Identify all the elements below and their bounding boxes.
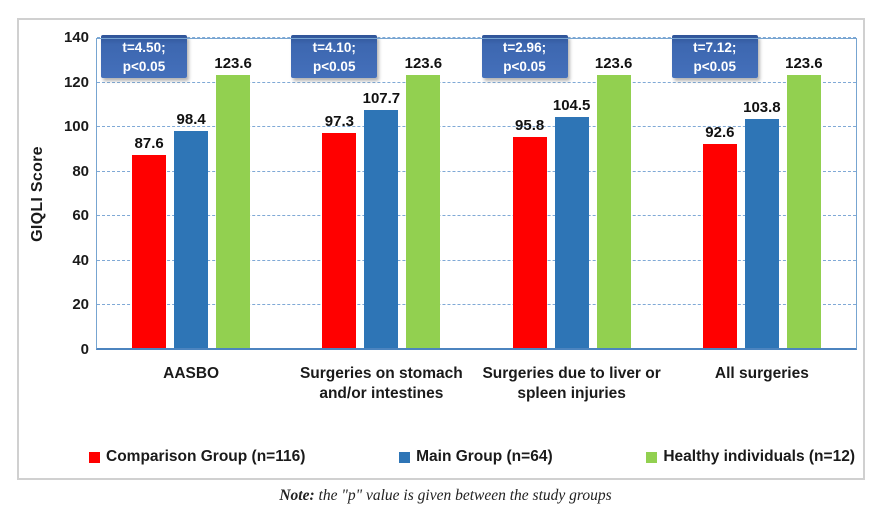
bar-wrapper: 95.8 <box>512 117 547 350</box>
bar-wrapper: 92.6 <box>702 124 737 350</box>
footnote-prefix: Note: <box>279 487 315 504</box>
bar-value-label: 107.7 <box>362 90 401 107</box>
bar <box>554 117 589 350</box>
bar-wrapper: 87.6 <box>132 135 167 350</box>
bar <box>322 133 357 350</box>
annotation-p-value: p<0.05 <box>503 58 546 74</box>
annotation-p-value: p<0.05 <box>313 58 356 74</box>
y-tick-label: 100 <box>63 118 89 136</box>
category-label: All surgeries <box>714 365 809 382</box>
gridline <box>97 37 856 38</box>
bars-cluster: 87.6 98.4 123.6 <box>96 55 286 350</box>
gridline <box>97 81 856 83</box>
legend: Comparison Group (n=116) Main Group (n=64… <box>89 448 855 466</box>
annotation-t-value: t=7.12; <box>693 39 737 55</box>
category-label: AASBO <box>163 365 220 382</box>
gridline <box>97 304 856 306</box>
legend-swatch <box>399 451 411 463</box>
bar-wrapper: 103.8 <box>743 99 781 350</box>
footnote-text: the "p" value is given between the study… <box>314 487 612 504</box>
bar <box>216 75 251 350</box>
bar <box>596 75 631 350</box>
bar-value-label: 97.3 <box>324 113 354 130</box>
y-tick-label: 120 <box>63 73 89 91</box>
annotation-box: t=2.96; p<0.05 <box>481 35 568 78</box>
bar-value-label: 95.8 <box>515 117 545 134</box>
category-group: t=2.96; p<0.05 95.8 104.5 123.6 <box>477 35 667 350</box>
plot-area: t=4.50; p<0.05 87.6 98.4 123.6 t=4.10; p<0.05 9… <box>96 35 857 350</box>
bar-wrapper: 123.6 <box>785 55 823 350</box>
y-tick-label: 80 <box>72 162 89 180</box>
category-label-cell: Surgeries due to liver or spleen injurie… <box>477 364 667 404</box>
category-labels: AASBO Surgeries on stomach and/or intesti… <box>96 364 857 404</box>
bar <box>512 137 547 350</box>
category-label-cell: Surgeries on stomach and/or intestines <box>286 364 476 404</box>
y-tick-label: 0 <box>80 341 89 358</box>
y-tick-label: 140 <box>63 29 89 46</box>
bar-wrapper: 104.5 <box>553 97 590 350</box>
bar-wrapper: 107.7 <box>363 90 400 350</box>
bar-value-label: 98.4 <box>176 111 206 128</box>
bar-value-label: 123.6 <box>214 55 252 72</box>
category-label-cell: All surgeries <box>667 364 857 404</box>
bars-cluster: 97.3 107.7 123.6 <box>286 55 476 350</box>
bar <box>132 155 167 350</box>
y-axis-ticks: 0 20 40 60 80 100 120 140 <box>45 29 89 358</box>
bar <box>174 131 209 350</box>
y-tick-label: 60 <box>72 207 89 225</box>
category-group: t=4.50; p<0.05 87.6 98.4 123.6 <box>96 35 286 350</box>
legend-label: Comparison Group (n=116) <box>106 448 306 465</box>
bar-value-label: 123.6 <box>404 55 443 72</box>
annotation-box: t=4.50; p<0.05 <box>101 35 187 78</box>
annotation-p-value: p<0.05 <box>122 58 166 74</box>
annotation-p-value: p<0.05 <box>693 58 736 74</box>
gridline <box>97 215 856 217</box>
legend-label: Healthy individuals (n=12) <box>663 448 855 465</box>
bar-wrapper: 123.6 <box>405 55 442 350</box>
legend-label: Main Group (n=64) <box>416 448 553 465</box>
footnote: Note: the "p" value is given between the… <box>0 487 891 505</box>
gridlines <box>96 37 857 350</box>
bar-value-label: 103.8 <box>743 99 781 116</box>
legend-item: Healthy individuals (n=12) <box>646 448 855 466</box>
bar-value-label: 87.6 <box>134 135 164 152</box>
bar-value-label: 92.6 <box>705 124 735 141</box>
category-label: Surgeries on stomach and/or intestines <box>299 365 463 402</box>
y-tick-label: 20 <box>72 296 89 314</box>
category-group: t=4.10; p<0.05 97.3 107.7 123.6 <box>286 35 476 350</box>
bar <box>406 75 441 350</box>
bar-value-label: 123.6 <box>594 55 633 72</box>
bar-wrapper: 98.4 <box>174 111 209 350</box>
bars-cluster: 95.8 104.5 123.6 <box>477 55 667 350</box>
legend-swatch <box>646 451 658 463</box>
bars-cluster: 92.6 103.8 123.6 <box>667 55 857 350</box>
bar <box>702 144 737 350</box>
legend-swatch <box>89 451 100 463</box>
category-label: Surgeries due to liver or spleen injurie… <box>482 365 661 402</box>
bar-wrapper: 123.6 <box>214 55 252 350</box>
bar-value-label: 104.5 <box>552 97 591 114</box>
bar-wrapper: 123.6 <box>595 55 632 350</box>
bar-wrapper: 97.3 <box>322 113 357 350</box>
gridline <box>97 259 856 261</box>
bar <box>364 110 399 350</box>
bar <box>786 75 821 350</box>
category-group: t=7.12; p<0.05 92.6 103.8 123.6 <box>667 35 857 350</box>
legend-item: Main Group (n=64) <box>399 448 553 466</box>
y-tick-label: 40 <box>72 251 89 269</box>
annotation-t-value: t=2.96; <box>502 39 547 55</box>
annotation-box: t=7.12; p<0.05 <box>671 35 758 78</box>
bar <box>744 119 779 350</box>
legend-item: Comparison Group (n=116) <box>89 448 305 466</box>
annotation-box: t=4.10; p<0.05 <box>291 35 378 78</box>
annotation-t-value: t=4.10; <box>312 39 356 55</box>
category-label-cell: AASBO <box>96 364 286 404</box>
chart-frame: GIQLI Score 0 20 40 60 80 100 120 140 t=4.50; p<… <box>17 18 865 480</box>
annotation-t-value: t=4.50; <box>122 39 166 55</box>
gridline <box>97 170 856 172</box>
bar-groups: t=4.50; p<0.05 87.6 98.4 123.6 t=4.10; p<0.05 9… <box>96 35 857 350</box>
bar-value-label: 123.6 <box>785 55 823 72</box>
gridline <box>97 126 856 128</box>
